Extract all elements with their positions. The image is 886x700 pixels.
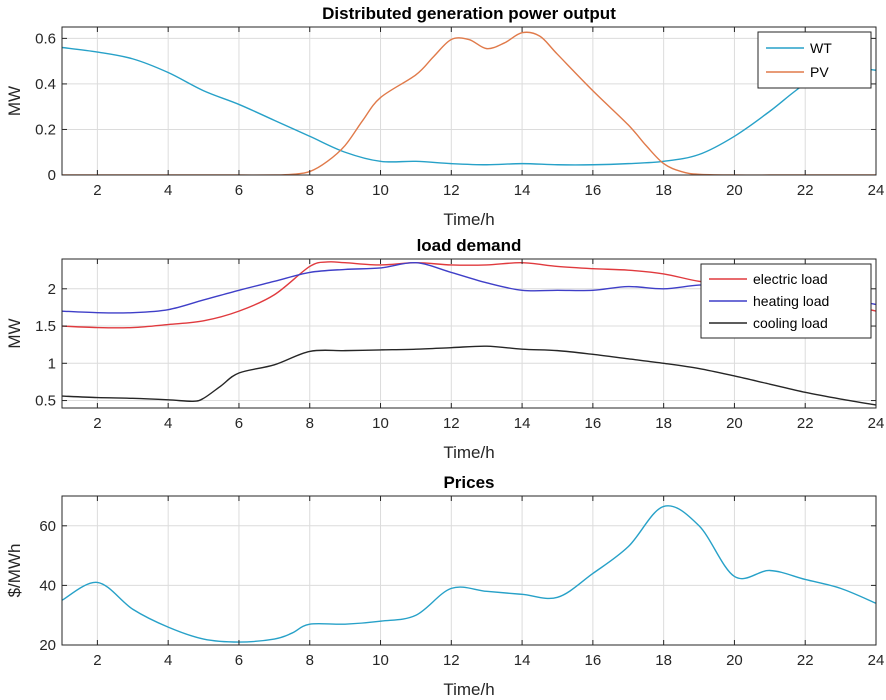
x-tick-label: 24: [868, 652, 885, 669]
x-tick-label: 24: [868, 182, 885, 199]
legend-label: cooling load: [753, 315, 828, 331]
panel-1: 2 4 6 8 10 12 14 16 18 20 22 2400.20.40.6Distribute…: [5, 4, 884, 229]
y-tick-label: 40: [39, 577, 56, 594]
x-tick-label: 8: [306, 415, 314, 432]
x-tick-label: 12: [443, 182, 460, 199]
x-tick-label: 6: [235, 415, 243, 432]
x-tick-label: 24: [868, 415, 885, 432]
axes-box: [61, 495, 877, 646]
axes-box: [61, 26, 877, 176]
x-tick-label: 22: [797, 652, 814, 669]
x-tick-label: 18: [655, 415, 672, 432]
chart-title: Distributed generation power output: [322, 4, 616, 23]
series-line-wt: [62, 46, 876, 166]
x-tick-label: 8: [306, 652, 314, 669]
y-axis-label: MW: [5, 318, 24, 348]
x-tick-label: 20: [726, 652, 743, 669]
plot-area: [62, 496, 876, 645]
x-axis-label: Time/h: [443, 210, 494, 229]
y-axis-label: MW: [5, 86, 24, 116]
legend-label: heating load: [753, 293, 829, 309]
x-tick-label: 18: [655, 652, 672, 669]
y-tick-label: 0.4: [35, 76, 56, 93]
panel-3: 2 4 6 8 10 12 14 16 18 20 22 24204060PricesTime/h$/…: [5, 473, 884, 699]
chart-title: Prices: [443, 473, 494, 492]
y-tick-label: 0.5: [35, 393, 56, 410]
y-tick-label: 0.2: [35, 121, 56, 138]
x-axis-label: Time/h: [443, 680, 494, 699]
x-tick-label: 22: [797, 182, 814, 199]
y-tick-label: 60: [39, 518, 56, 535]
y-tick-label: 0: [48, 167, 56, 184]
y-tick-label: 20: [39, 637, 56, 654]
x-axis-label: Time/h: [443, 443, 494, 462]
x-tick-label: 10: [372, 415, 389, 432]
series-line-pv: [62, 31, 876, 175]
series-line-cooling-load: [62, 345, 876, 406]
y-axis-label: $/MWh: [5, 544, 24, 598]
legend-label: WT: [810, 40, 832, 56]
x-tick-label: 12: [443, 415, 460, 432]
axes-box: [61, 258, 877, 409]
x-tick-label: 10: [372, 182, 389, 199]
x-tick-label: 10: [372, 652, 389, 669]
chart-title: load demand: [417, 236, 522, 255]
x-tick-label: 2: [93, 182, 101, 199]
legend-label: electric load: [753, 271, 828, 287]
x-tick-label: 6: [235, 652, 243, 669]
legend: WT PV: [757, 31, 872, 89]
x-tick-label: 20: [726, 182, 743, 199]
series-line-price: [62, 505, 876, 643]
legend-box: [757, 31, 872, 89]
x-tick-label: 12: [443, 652, 460, 669]
y-tick-label: 1.5: [35, 318, 56, 335]
legend-label: PV: [810, 64, 829, 80]
x-tick-label: 16: [585, 415, 602, 432]
x-tick-label: 20: [726, 415, 743, 432]
y-tick-label: 0.6: [35, 30, 56, 47]
x-tick-label: 18: [655, 182, 672, 199]
x-tick-label: 14: [514, 652, 531, 669]
y-tick-label: 2: [48, 281, 56, 298]
x-tick-label: 4: [164, 652, 172, 669]
y-tick-label: 1: [48, 355, 56, 372]
x-tick-label: 16: [585, 652, 602, 669]
plot-area: [62, 27, 876, 175]
x-tick-label: 14: [514, 415, 531, 432]
x-tick-label: 4: [164, 182, 172, 199]
x-tick-label: 16: [585, 182, 602, 199]
legend: electric load heating load cooling load: [700, 263, 872, 339]
x-tick-label: 6: [235, 182, 243, 199]
x-tick-label: 8: [306, 182, 314, 199]
x-tick-label: 4: [164, 415, 172, 432]
x-tick-label: 2: [93, 652, 101, 669]
x-tick-label: 14: [514, 182, 531, 199]
x-tick-label: 2: [93, 415, 101, 432]
x-tick-label: 22: [797, 415, 814, 432]
